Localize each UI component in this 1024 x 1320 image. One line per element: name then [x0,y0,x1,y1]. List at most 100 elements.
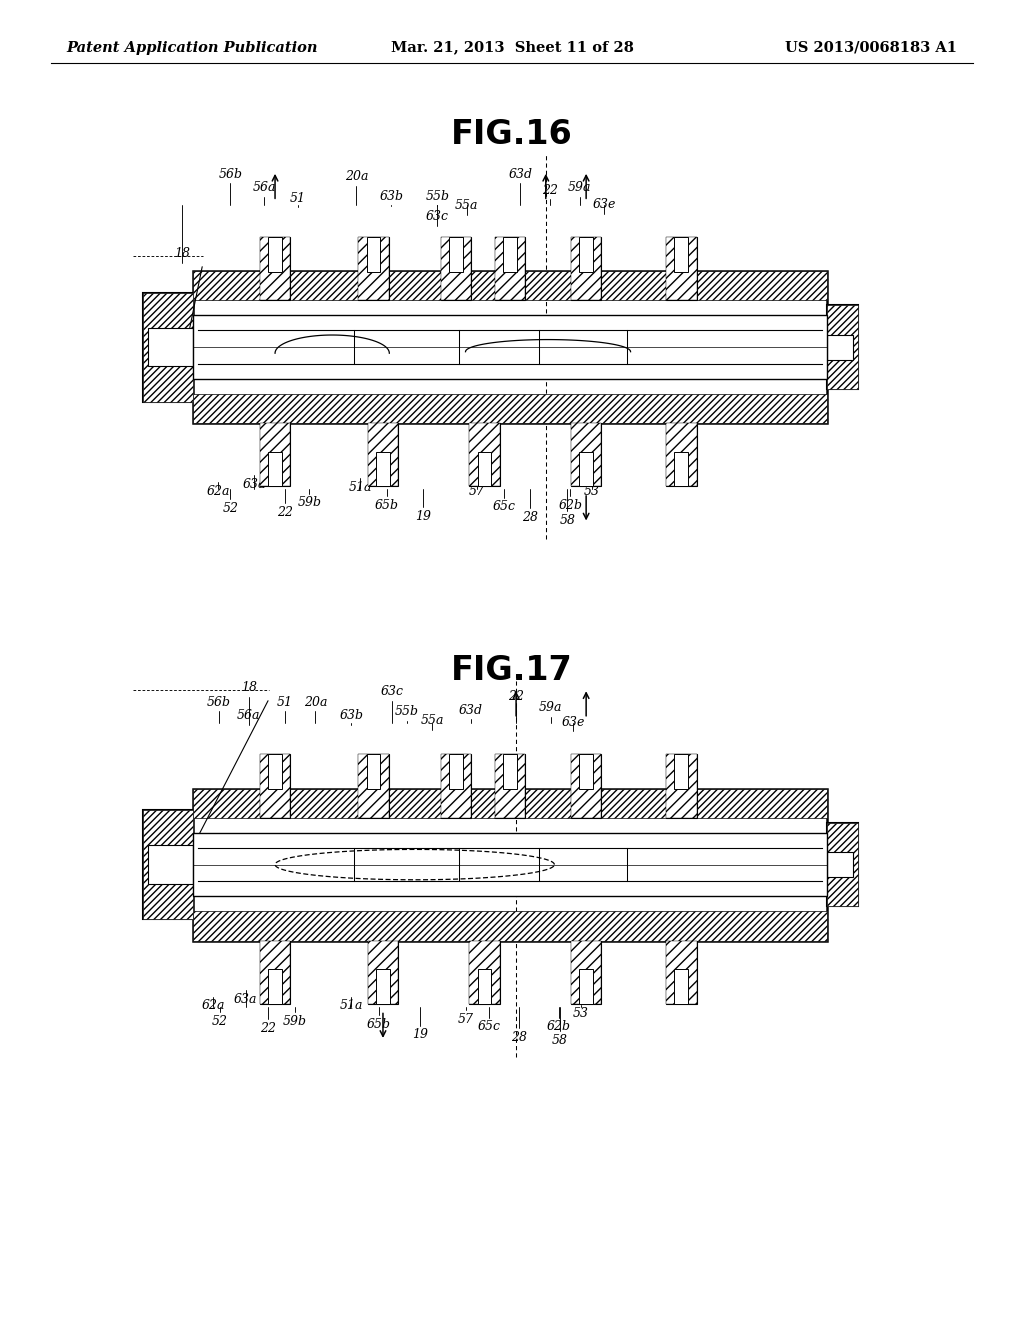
Text: 20a: 20a [304,696,327,709]
Text: 55b: 55b [394,705,419,718]
Bar [469,422,500,487]
Bar [570,238,601,301]
Text: 65c: 65c [472,321,495,334]
Text: Mar. 21, 2013  Sheet 11 of 28: Mar. 21, 2013 Sheet 11 of 28 [390,41,634,54]
Bar [367,238,380,272]
Bar [827,822,858,907]
Text: 56b: 56b [218,168,243,181]
Bar [675,969,688,1003]
Bar [358,238,389,301]
Text: 63a: 63a [243,478,265,491]
Text: 52: 52 [222,502,239,515]
Text: 63b: 63b [339,709,364,722]
Bar [580,969,593,1003]
Bar [827,822,858,907]
Bar [260,755,291,818]
Text: 55b: 55b [425,190,450,203]
Bar [675,451,688,487]
Bar [477,451,492,487]
Text: 57: 57 [469,484,485,498]
Bar [570,940,601,1003]
Text: 28: 28 [522,511,539,524]
Bar [268,969,282,1003]
Bar [570,940,601,1003]
Text: 64b: 64b [326,321,350,334]
Bar [580,451,593,487]
Bar [368,940,398,1003]
Bar [440,755,471,818]
Bar [358,755,389,818]
Text: 20a: 20a [345,170,368,183]
Text: 65b: 65b [367,1018,391,1031]
Bar [675,755,688,789]
Text: US 2013/0068183 A1: US 2013/0068183 A1 [785,41,957,54]
Bar [827,305,858,389]
Text: 63c: 63c [381,685,403,698]
Text: 53: 53 [572,1007,589,1020]
Text: 58: 58 [559,513,575,527]
Bar [495,238,525,301]
Text: 65b: 65b [443,838,468,851]
Text: 59a: 59a [540,701,562,714]
Text: 55a: 55a [456,199,478,213]
Text: 64a: 64a [173,851,196,865]
Bar [193,393,827,422]
Text: 19: 19 [415,510,431,523]
Bar [495,755,525,818]
Bar [666,238,696,301]
Bar [570,755,601,818]
Text: 63a: 63a [234,993,257,1006]
Bar [469,422,500,487]
Bar [368,422,398,487]
Bar [143,810,193,919]
Bar [666,422,696,487]
Bar [260,940,291,1003]
Bar [193,272,827,422]
Text: 55a: 55a [421,714,443,727]
Text: 63d: 63d [508,168,532,181]
Text: 51: 51 [276,696,293,709]
Text: 56a: 56a [253,181,275,194]
Text: 56a: 56a [238,709,260,722]
Text: 56b: 56b [207,696,231,709]
Text: 22: 22 [542,183,558,197]
Text: 18: 18 [174,247,190,260]
Bar [376,451,390,487]
Text: 53: 53 [584,484,600,498]
Bar [827,305,858,389]
Bar [570,238,601,301]
Text: 63c: 63c [426,210,449,223]
Bar [268,238,282,272]
Bar [368,940,398,1003]
Text: Patent Application Publication: Patent Application Publication [67,41,318,54]
Text: 22: 22 [508,690,524,704]
Bar [477,969,492,1003]
Bar [570,422,601,487]
Bar [450,755,463,789]
Bar [450,238,463,272]
Bar [675,238,688,272]
Bar [367,755,380,789]
Bar [260,940,291,1003]
Text: 22: 22 [260,1022,276,1035]
Bar [376,969,390,1003]
Text: 51: 51 [290,191,306,205]
Bar [503,755,517,789]
Bar [666,755,696,818]
Text: 28: 28 [511,1031,527,1044]
Text: 59b: 59b [297,496,322,510]
Bar [495,238,525,301]
Text: 65c: 65c [468,838,490,851]
Bar [570,422,601,487]
Bar [469,940,500,1003]
Bar [260,422,291,487]
Text: 59a: 59a [568,181,591,194]
Bar [193,833,827,896]
Text: 62a: 62a [202,999,224,1012]
Text: 19: 19 [412,1028,428,1041]
Text: 59b: 59b [283,1015,307,1028]
Text: 65b: 65b [446,321,471,334]
Bar [193,911,827,940]
Bar [666,422,696,487]
Text: 22: 22 [276,506,293,519]
